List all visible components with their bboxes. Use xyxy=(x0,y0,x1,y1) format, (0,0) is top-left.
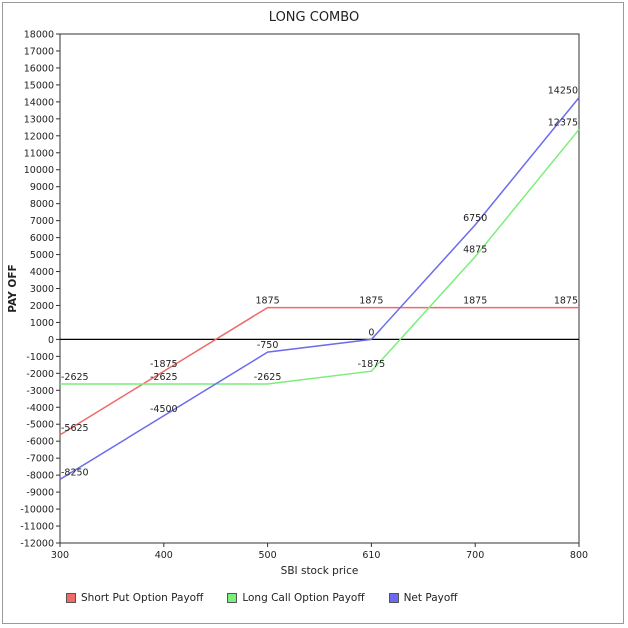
y-tick-label: 13000 xyxy=(24,114,54,125)
data-label: 4875 xyxy=(463,245,487,256)
data-label: -1875 xyxy=(358,359,386,370)
series-line-1 xyxy=(59,306,579,436)
plot-area xyxy=(59,33,580,544)
y-tick-label: 6000 xyxy=(30,233,54,244)
y-tick-label: -5000 xyxy=(26,420,54,431)
data-label: -2625 xyxy=(150,372,178,383)
legend-swatch xyxy=(388,593,399,603)
x-tick-label: 300 xyxy=(51,550,69,561)
y-tick-label: 0 xyxy=(48,335,54,346)
y-tick-label: 12000 xyxy=(24,131,54,142)
x-tick-label: 700 xyxy=(466,550,484,561)
y-tick-label: 9000 xyxy=(30,182,54,193)
y-tick-label: 4000 xyxy=(30,267,54,278)
y-tick-label: -1000 xyxy=(26,352,54,363)
data-label: 1875 xyxy=(554,296,578,307)
y-tick-label: 17000 xyxy=(24,46,54,57)
legend-item: Net Payoff xyxy=(388,592,458,604)
y-tick-label: 15000 xyxy=(24,80,54,91)
y-tick-label: -9000 xyxy=(26,488,54,499)
data-label: -1875 xyxy=(150,359,178,370)
y-tick-label: -10000 xyxy=(20,505,54,516)
y-tick-label: 3000 xyxy=(30,284,54,295)
y-tick-label: 10000 xyxy=(24,165,54,176)
y-tick-label: -6000 xyxy=(26,437,54,448)
y-tick-label: -11000 xyxy=(20,522,54,533)
data-label: -750 xyxy=(257,340,279,351)
y-tick-label: -2000 xyxy=(26,369,54,380)
data-label: -8250 xyxy=(61,467,89,478)
legend-swatch xyxy=(227,593,238,603)
data-label: 1875 xyxy=(463,296,487,307)
chart-title: LONG COMBO xyxy=(269,10,359,25)
y-tick-label: 18000 xyxy=(24,30,54,41)
x-tick-label: 400 xyxy=(155,550,173,561)
legend-item: Long Call Option Payoff xyxy=(227,592,365,604)
legend-swatch xyxy=(66,593,76,603)
y-tick-label: 14000 xyxy=(24,97,54,108)
series-line-3 xyxy=(59,97,580,481)
data-label: 0 xyxy=(368,327,374,338)
y-tick-label: 7000 xyxy=(30,216,54,227)
data-label: -4500 xyxy=(150,404,178,415)
data-label: -2625 xyxy=(61,372,89,383)
data-label: 14250 xyxy=(548,86,578,97)
x-tick-label: 500 xyxy=(259,550,277,561)
x-tick-label: 610 xyxy=(362,550,380,561)
y-tick-label: 11000 xyxy=(24,148,54,159)
data-label: 12375 xyxy=(548,117,578,128)
legend-label: Net Payoff xyxy=(403,592,458,604)
y-tick-label: -12000 xyxy=(20,539,54,550)
data-label: 1875 xyxy=(359,296,383,307)
y-axis-title: PAY OFF xyxy=(7,264,19,312)
y-tick-label: -8000 xyxy=(26,471,54,482)
x-tick-label: 800 xyxy=(570,550,588,561)
data-label: 1875 xyxy=(256,296,280,307)
legend-label: Short Put Option Payoff xyxy=(81,592,204,604)
y-tick-label: -4000 xyxy=(26,403,54,414)
y-tick-label: 16000 xyxy=(24,63,54,74)
y-tick-label: 5000 xyxy=(30,250,54,261)
legend-label: Long Call Option Payoff xyxy=(242,592,365,604)
data-label: 6750 xyxy=(463,213,487,224)
y-tick-label: 1000 xyxy=(30,318,54,329)
data-label: -5625 xyxy=(61,423,89,434)
y-tick-label: 8000 xyxy=(30,199,54,210)
y-tick-label: -3000 xyxy=(26,386,54,397)
y-tick-label: 2000 xyxy=(30,301,54,312)
chart-legend: Short Put Option Payoff Long Call Option … xyxy=(66,592,458,604)
series-line-2 xyxy=(60,128,580,385)
y-tick-label: -7000 xyxy=(26,454,54,465)
legend-item: Short Put Option Payoff xyxy=(66,592,203,604)
data-label: -2625 xyxy=(254,372,282,383)
x-axis-title: SBI stock price xyxy=(281,565,359,577)
